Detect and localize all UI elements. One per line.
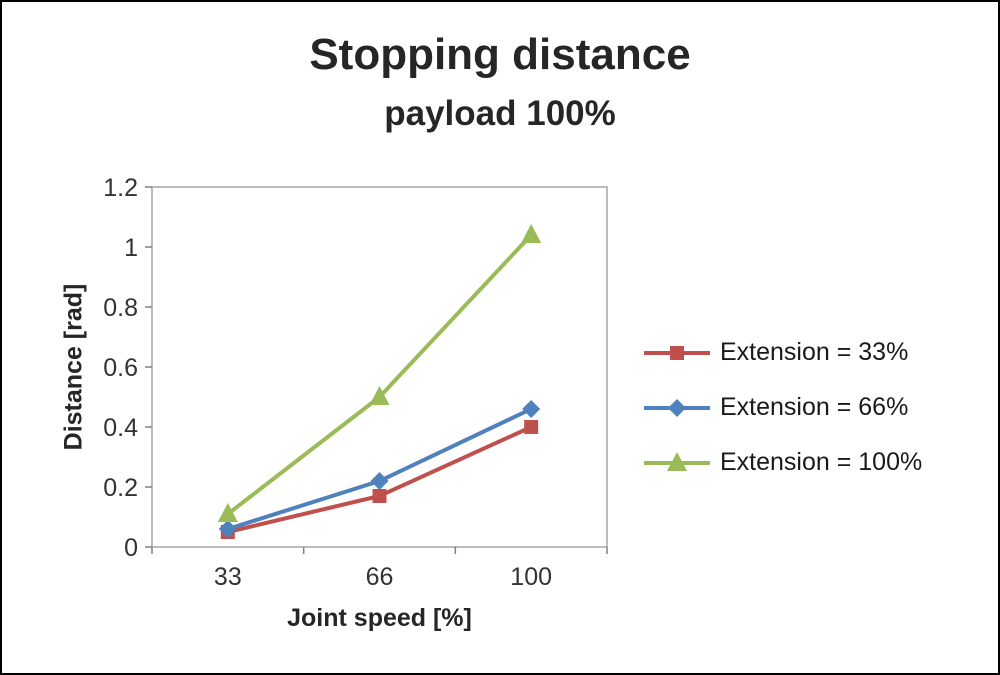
y-tick-label: 1 <box>124 234 138 262</box>
y-tick-label: 1.2 <box>103 174 138 202</box>
x-tick-label: 100 <box>510 563 552 591</box>
legend-item-1: Extension = 66% <box>644 393 922 422</box>
legend: Extension = 33% Extension = 66% Extension … <box>644 338 922 477</box>
y-tick-label: 0.8 <box>103 294 138 322</box>
square-marker-icon <box>670 345 684 360</box>
diamond-marker-icon <box>522 400 541 418</box>
y-tick-label: 0.4 <box>103 414 138 442</box>
legend-key-icon <box>644 398 710 417</box>
legend-label: Extension = 66% <box>720 393 909 421</box>
triangle-marker-icon <box>217 503 238 522</box>
x-tick-label: 33 <box>214 563 242 591</box>
series-line-1 <box>227 407 533 531</box>
legend-label: Extension = 33% <box>720 338 909 366</box>
chart-subtitle: payload 100% <box>384 94 616 133</box>
triangle-marker-icon <box>521 224 542 243</box>
diamond-marker-icon <box>370 472 389 490</box>
legend-key-icon <box>644 345 710 360</box>
x-axis-label: Joint speed [%] <box>287 604 472 632</box>
y-axis-label: Distance [rad] <box>59 283 88 451</box>
diamond-marker-icon <box>668 398 686 417</box>
square-marker-icon <box>372 489 387 503</box>
y-tick-label: 0.6 <box>103 354 138 382</box>
x-tick-label: 66 <box>366 563 394 591</box>
plot-area: 0 0.2 0.4 0.6 0.8 1 1.2 33 66 100 <box>103 174 608 591</box>
legend-label: Extension = 100% <box>720 448 923 476</box>
diamond-marker-icon <box>218 520 237 538</box>
chart-title: Stopping distance <box>309 30 691 79</box>
y-tick-label: 0.2 <box>103 474 138 502</box>
y-tick-label: 0 <box>124 534 138 562</box>
legend-key-icon <box>644 451 710 471</box>
square-marker-icon <box>524 420 539 434</box>
triangle-marker-icon <box>369 386 390 405</box>
legend-item-2: Extension = 100% <box>644 448 922 477</box>
legend-item-0: Extension = 33% <box>644 338 922 367</box>
triangle-marker-icon <box>667 451 687 471</box>
